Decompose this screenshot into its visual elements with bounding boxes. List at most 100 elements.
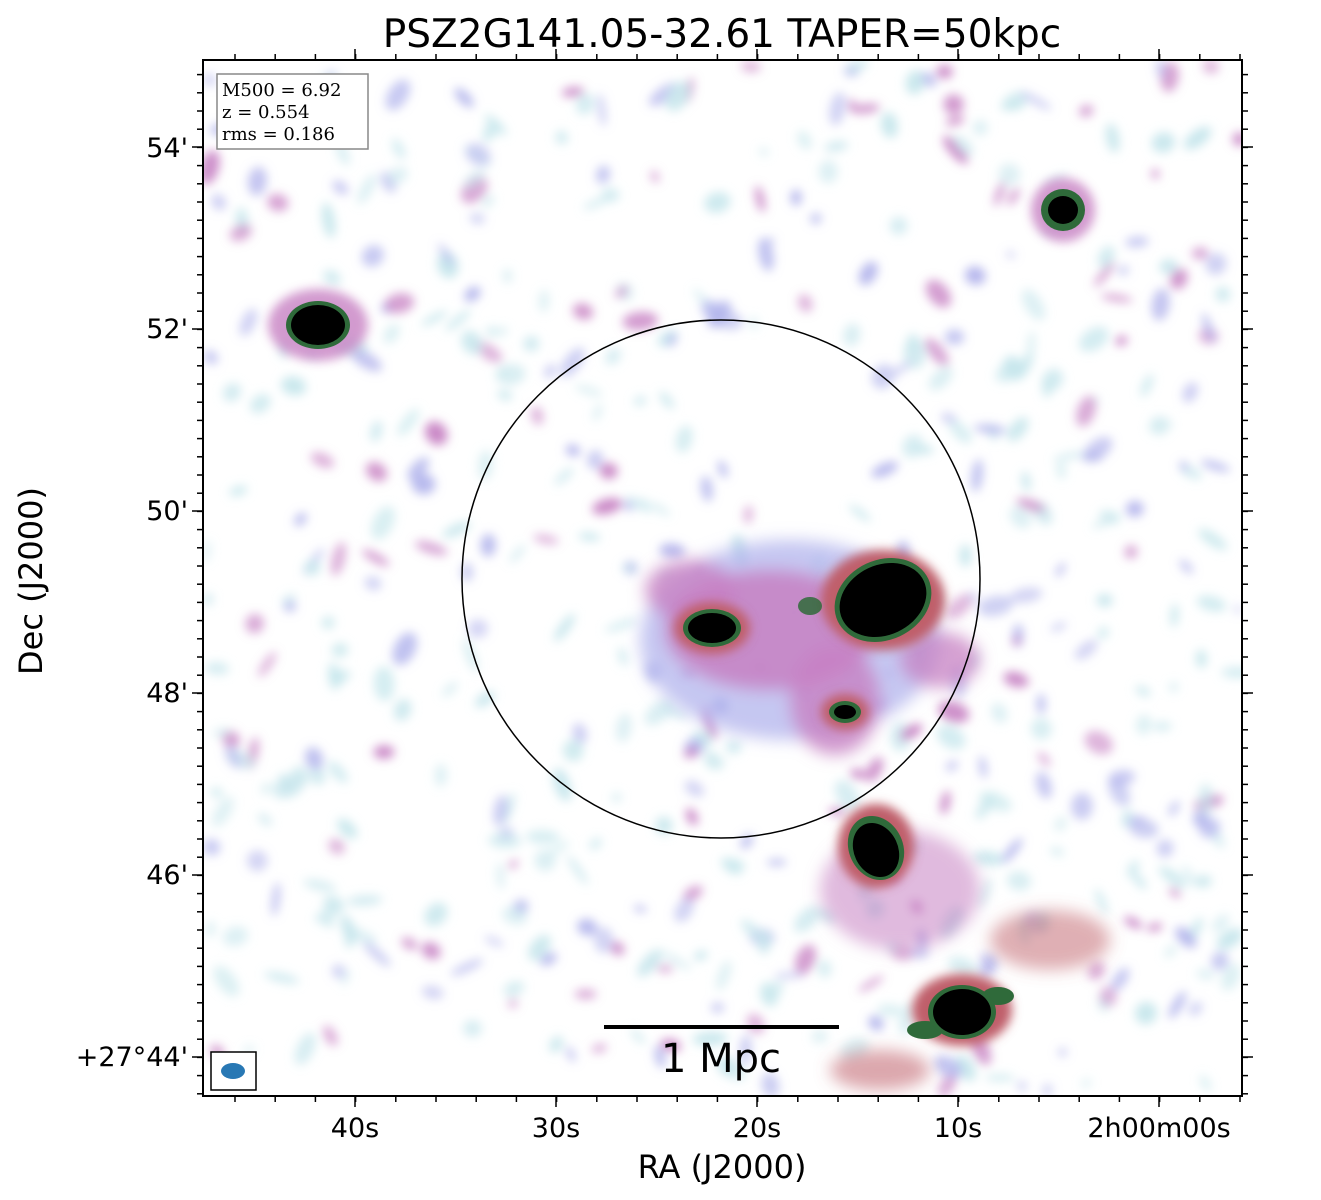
noise-speckle	[1005, 674, 1031, 684]
noise-speckle	[261, 783, 271, 794]
noise-speckle	[596, 165, 611, 184]
noise-speckle	[461, 330, 483, 355]
noise-speckle	[1198, 528, 1228, 551]
noise-speckle	[346, 895, 383, 906]
noise-speckle	[847, 60, 869, 72]
noise-speckle	[834, 779, 860, 811]
noise-speckle	[561, 86, 585, 98]
scalebar-label: 1 Mpc	[661, 1036, 781, 1082]
noise-speckle	[601, 187, 620, 203]
noise-speckle	[370, 506, 396, 540]
noise-speckle	[1156, 839, 1174, 858]
noise-speckle	[445, 309, 471, 332]
noise-speckle	[1007, 187, 1020, 206]
noise-speckle	[683, 885, 703, 902]
noise-speckle	[936, 64, 953, 79]
noise-speckle	[560, 347, 585, 378]
noise-speckle	[972, 851, 1004, 866]
noise-speckle	[1205, 253, 1227, 275]
source-northwest	[1031, 178, 1095, 242]
noise-speckle	[224, 744, 243, 769]
noise-speckle	[1151, 288, 1170, 321]
noise-speckle	[1009, 587, 1043, 604]
y-tick-label: 54'	[146, 133, 188, 164]
noise-speckle	[925, 279, 952, 308]
x-tick-label: 20s	[733, 1113, 781, 1144]
noise-speckle	[1202, 60, 1220, 74]
noise-speckle	[544, 364, 557, 379]
noise-speckle	[437, 251, 459, 279]
noise-speckle	[720, 857, 746, 871]
noise-speckle	[450, 958, 484, 976]
noise-speckle	[877, 1004, 903, 1017]
noise-speckle	[594, 927, 614, 954]
noise-speckle	[1021, 471, 1031, 492]
diffuse-bottom	[830, 1050, 930, 1090]
noise-speckle	[1056, 462, 1066, 479]
noise-speckle	[552, 768, 572, 802]
noise-speckle	[759, 148, 769, 156]
noise-speckle	[794, 944, 817, 975]
noise-speckle	[623, 501, 634, 511]
noise-speckle	[850, 103, 881, 114]
noise-speckle	[1212, 914, 1229, 933]
x-tick-label: 40s	[331, 1113, 379, 1144]
noise-speckle	[975, 794, 995, 820]
noise-speckle	[959, 544, 972, 567]
noise-speckle	[424, 902, 448, 927]
noise-speckle	[509, 544, 526, 563]
noise-speckle	[464, 286, 481, 302]
noise-speckle	[1179, 559, 1194, 574]
noise-speckle	[1125, 236, 1149, 248]
noise-speckle	[761, 1072, 780, 1096]
noise-speckle	[303, 879, 337, 892]
noise-speckle	[1052, 451, 1085, 462]
noise-speckle	[972, 119, 988, 136]
noise-speckle	[1081, 452, 1103, 462]
noise-speckle	[848, 99, 856, 113]
noise-speckle	[1026, 330, 1036, 363]
noise-speckle	[793, 905, 821, 933]
noise-speckle	[442, 521, 471, 538]
noise-speckle	[924, 337, 949, 367]
noise-speckle	[1221, 963, 1241, 991]
noise-speckle	[1182, 382, 1198, 403]
noise-speckle	[478, 449, 493, 481]
noise-speckle	[370, 420, 383, 442]
noise-speckle	[549, 1036, 564, 1053]
noise-speckle	[321, 202, 336, 238]
noise-speckle	[858, 975, 884, 993]
noise-speckle	[211, 796, 234, 827]
noise-speckle	[591, 1043, 607, 1053]
noise-speckle	[797, 130, 812, 150]
noise-speckle	[1134, 1001, 1158, 1025]
noise-speckle	[943, 94, 964, 115]
noise-speckle	[203, 73, 216, 86]
noise-speckle	[203, 540, 211, 563]
noise-speckle	[577, 918, 598, 936]
noise-speckle	[246, 850, 268, 872]
noise-speckle	[508, 859, 519, 870]
noise-speckle	[725, 739, 742, 754]
beam-indicator	[210, 1051, 257, 1091]
noise-speckle	[1030, 718, 1052, 740]
noise-speckle	[247, 166, 267, 196]
noise-speckle	[858, 261, 878, 286]
noise-speckle	[1175, 926, 1197, 948]
noise-speckle	[942, 135, 969, 164]
noise-speckle	[1035, 771, 1052, 799]
noise-speckle	[774, 979, 784, 995]
noise-speckle	[264, 971, 300, 984]
noise-speckle	[526, 829, 560, 845]
noise-speckle	[1221, 666, 1242, 679]
noise-speckle	[902, 434, 924, 458]
noise-speckle	[411, 473, 436, 495]
noise-speckle	[321, 616, 335, 630]
y-tick-label: 52'	[146, 314, 188, 345]
noise-speckle	[331, 642, 349, 658]
noise-speckle	[294, 512, 307, 527]
noise-speckle	[206, 921, 215, 937]
noise-speckle	[245, 613, 265, 634]
noise-speckle	[1188, 1001, 1203, 1016]
